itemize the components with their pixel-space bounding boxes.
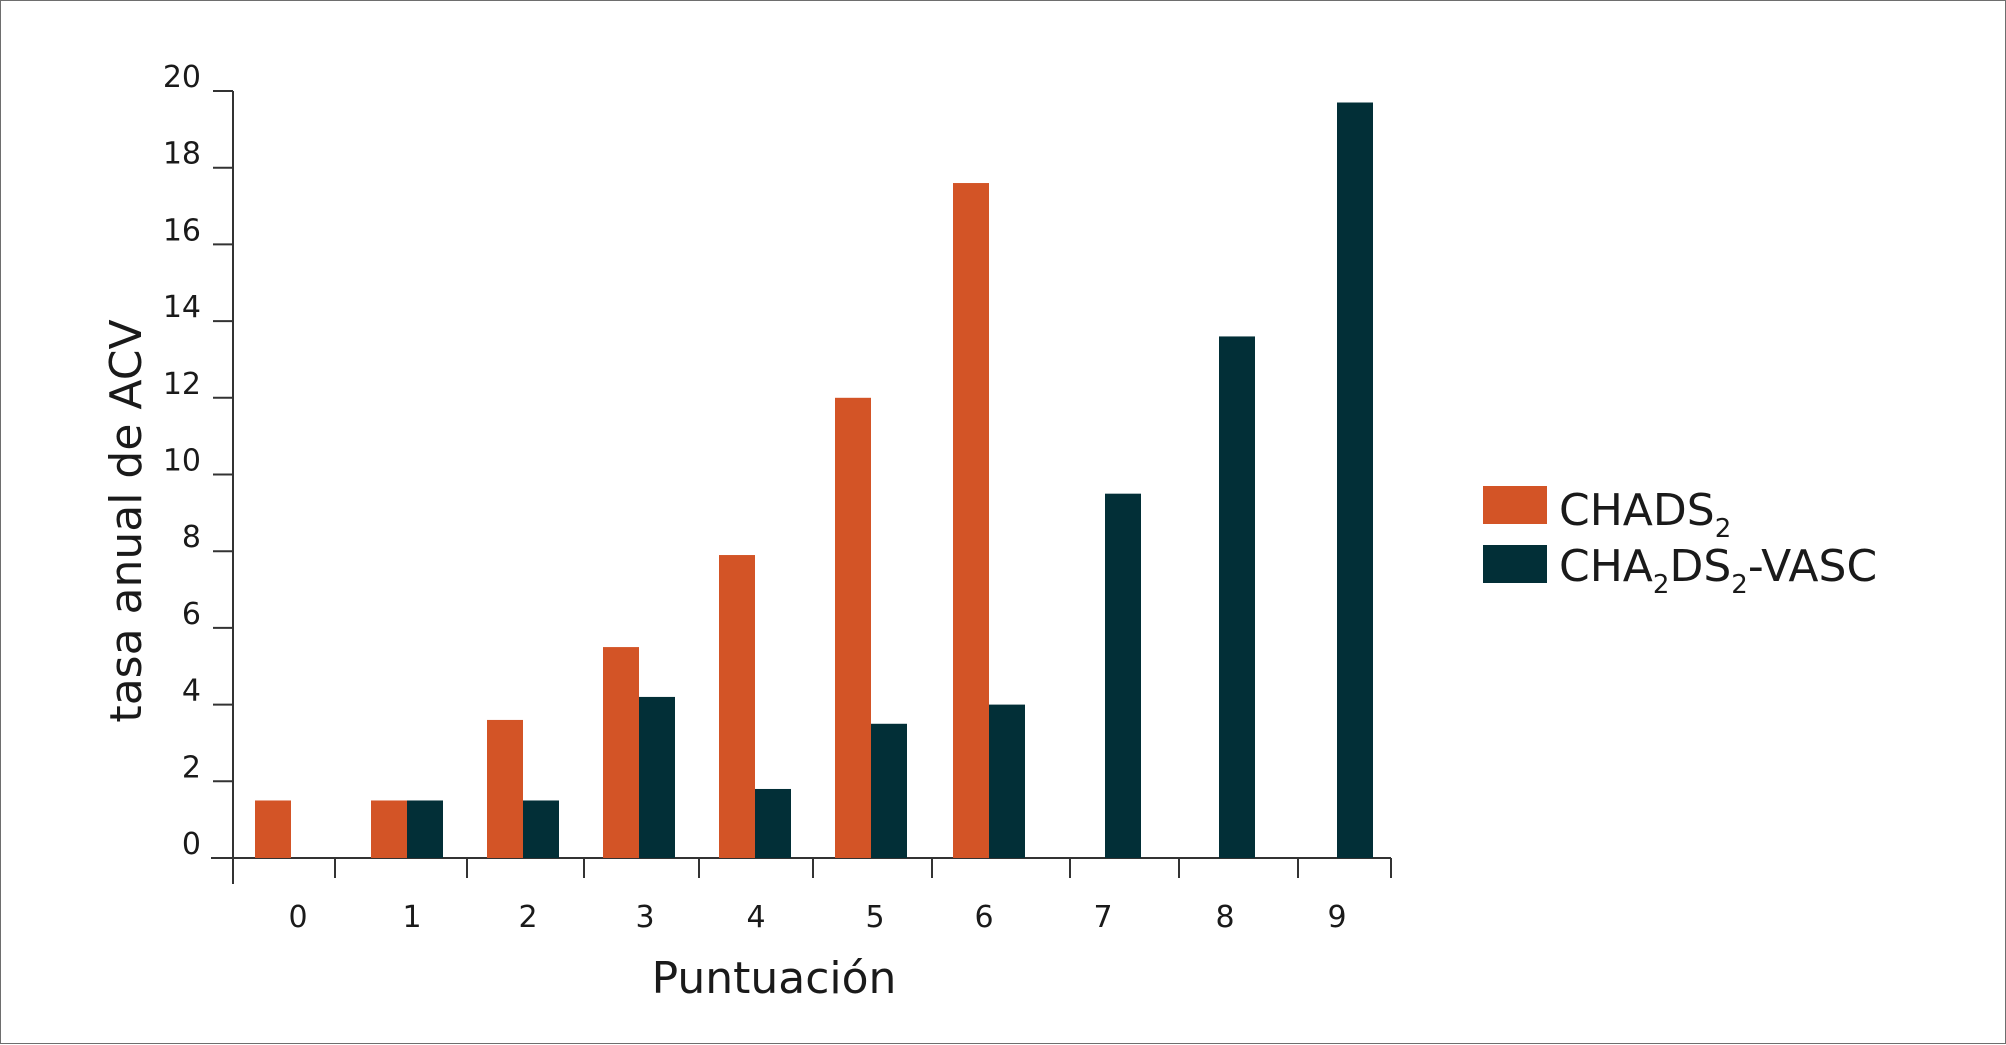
y-tick-label: 0 xyxy=(182,827,201,862)
x-axis-title: Puntuación xyxy=(652,953,897,1004)
y-axis: 0 2 4 6 8 10 12 14 16 18 20 xyxy=(163,60,234,862)
x-tick-label: 5 xyxy=(865,900,884,935)
legend-swatch-chads2 xyxy=(1483,486,1547,524)
y-tick-label: 16 xyxy=(163,213,201,248)
x-tick-label: 6 xyxy=(974,900,993,935)
x-tick-label: 0 xyxy=(288,900,307,935)
x-tick-label: 9 xyxy=(1327,900,1346,935)
bar-cha2ds2vasc xyxy=(639,696,675,858)
x-tick-label: 8 xyxy=(1215,900,1234,935)
y-tick-label: 12 xyxy=(163,367,201,402)
bar-chads2 xyxy=(953,183,989,859)
bar-cha2ds2vasc xyxy=(523,800,559,858)
x-tick-label: 2 xyxy=(518,900,537,935)
x-axis: 0 1 2 3 4 5 6 7 8 9 xyxy=(211,857,1392,935)
bar-chads2 xyxy=(487,719,523,858)
bar-cha2ds2vasc xyxy=(1337,102,1373,858)
y-tick-label: 4 xyxy=(182,674,201,709)
bar-cha2ds2vasc xyxy=(407,800,443,858)
bar-chads2 xyxy=(719,555,755,858)
y-tick-label: 14 xyxy=(163,290,201,325)
y-tick-label: 6 xyxy=(182,597,201,632)
legend: CHADS2 CHA2DS2-VASC xyxy=(1483,485,1877,600)
y-tick-label: 2 xyxy=(182,750,201,785)
bar-chads2 xyxy=(371,800,407,858)
bar-cha2ds2vasc xyxy=(755,788,791,858)
bar-cha2ds2vasc xyxy=(1219,336,1255,858)
x-tick-label: 4 xyxy=(746,900,765,935)
bar-chads2 xyxy=(835,397,871,858)
bar-cha2ds2vasc xyxy=(871,723,907,858)
x-tick-label: 3 xyxy=(635,900,654,935)
legend-label-chads2: CHADS2 xyxy=(1559,485,1731,544)
y-tick-label: 20 xyxy=(163,60,201,95)
y-tick-label: 18 xyxy=(163,137,201,172)
x-tick-label: 1 xyxy=(402,900,421,935)
bar-chads2 xyxy=(255,800,291,858)
bars xyxy=(255,102,1373,859)
x-tick-label: 7 xyxy=(1093,900,1112,935)
y-tick-label: 8 xyxy=(182,520,201,555)
legend-label-cha2ds2vasc: CHA2DS2-VASC xyxy=(1559,541,1877,600)
y-tick-label: 10 xyxy=(163,444,201,479)
legend-swatch-cha2ds2vasc xyxy=(1483,545,1547,583)
bar-cha2ds2vasc xyxy=(1105,493,1141,858)
y-axis-title: tasa anual de ACV xyxy=(101,319,152,722)
bar-chads2 xyxy=(603,647,639,858)
bar-cha2ds2vasc xyxy=(989,704,1025,858)
